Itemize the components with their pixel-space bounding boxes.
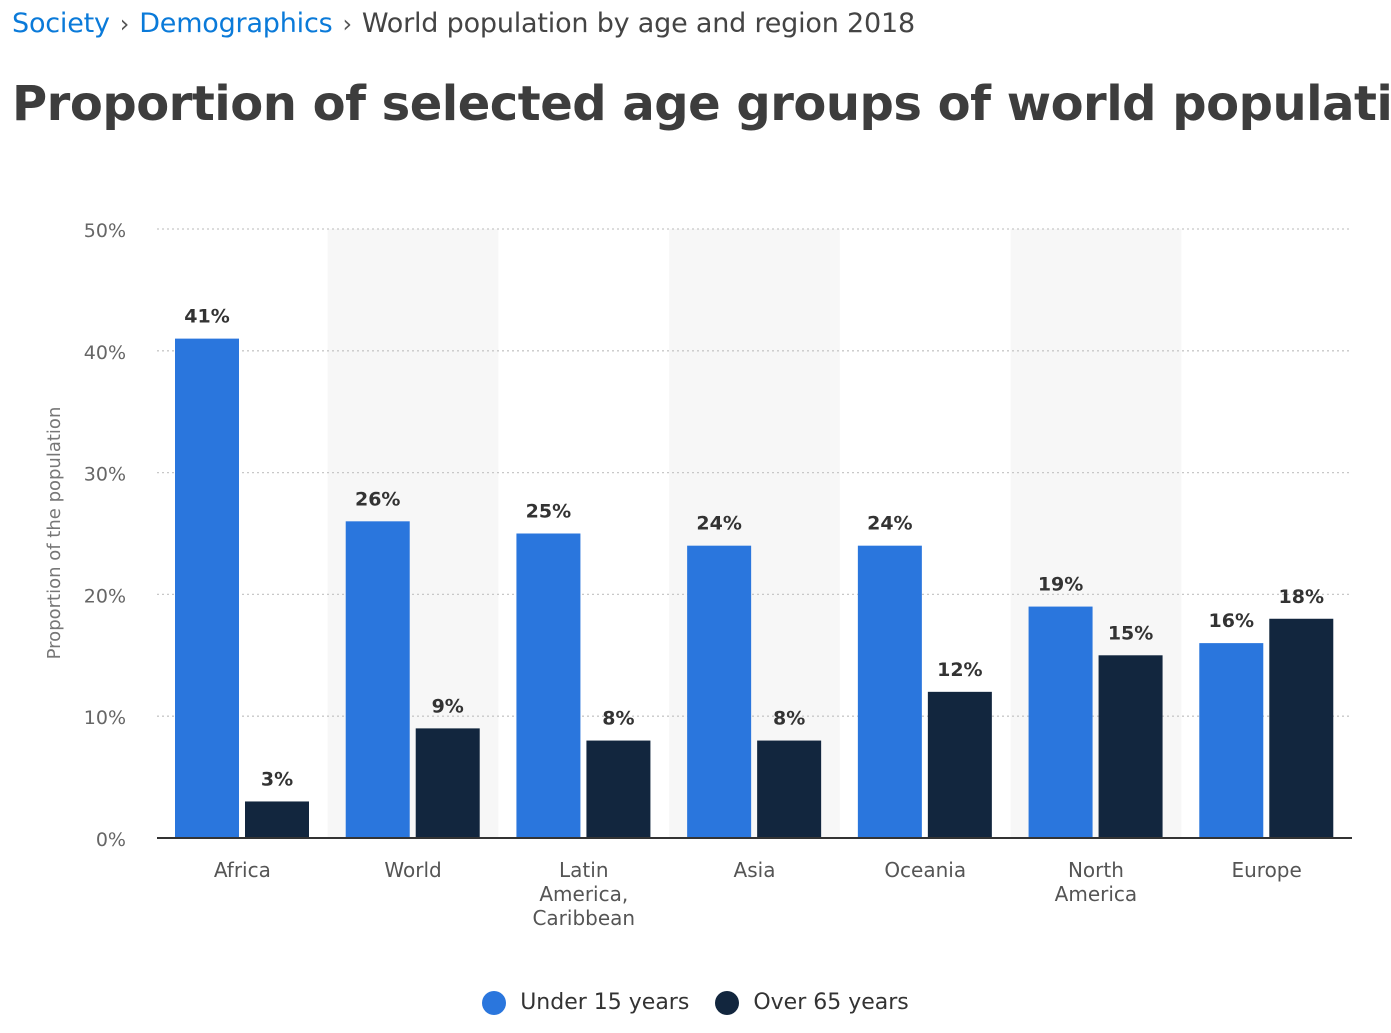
bar-under-15[interactable] (687, 545, 752, 838)
data-label-over-65: 12% (937, 659, 982, 681)
breadcrumb-separator-icon: › (119, 10, 130, 38)
x-category-label: America, (539, 882, 628, 906)
bar-under-15[interactable] (345, 521, 410, 838)
chart-legend: Under 15 years Over 65 years (0, 990, 1391, 1015)
x-category-label: Latin (559, 858, 608, 882)
bar-over-65[interactable] (586, 740, 651, 838)
bar-over-65[interactable] (757, 740, 822, 838)
legend-item-under-15[interactable]: Under 15 years (482, 990, 689, 1015)
legend-swatch-over-65 (715, 990, 740, 1015)
x-category-label: Africa (214, 858, 271, 882)
breadcrumb-society-link[interactable]: Society (12, 8, 110, 39)
x-category-label: America (1055, 882, 1138, 906)
y-tick-label: 0% (96, 829, 126, 851)
x-category-label: North (1068, 858, 1124, 882)
y-tick-label: 50% (84, 220, 126, 242)
breadcrumb-separator-icon: › (342, 10, 352, 38)
bar-over-65[interactable] (245, 801, 309, 838)
data-label-over-65: 9% (432, 695, 464, 717)
bar-under-15[interactable] (175, 338, 239, 838)
bar-chart: 0% 10% 20% 30% 40% 50% Proportion of the popul… (44, 220, 1352, 930)
y-tick-label: 30% (84, 464, 126, 486)
y-tick-label: 40% (84, 342, 126, 364)
x-category-label: Caribbean (532, 906, 635, 930)
bar-under-15[interactable] (1199, 643, 1264, 838)
data-label-over-65: 8% (602, 708, 634, 730)
bar-under-15[interactable] (857, 545, 922, 838)
x-category-label: Europe (1231, 858, 1301, 882)
data-label-under-15: 26% (355, 488, 400, 510)
breadcrumb: Society › Demographics › World population by… (12, 8, 915, 39)
legend-item-over-65[interactable]: Over 65 years (715, 990, 909, 1015)
data-label-under-15: 41% (184, 306, 229, 328)
bar-under-15[interactable] (1028, 606, 1093, 838)
data-label-under-15: 24% (696, 513, 741, 535)
x-category-label: Oceania (884, 858, 966, 882)
x-category-label: World (384, 858, 441, 882)
bar-under-15[interactable] (516, 533, 581, 839)
breadcrumb-demographics-link[interactable]: Demographics (139, 8, 333, 39)
y-axis-title: Proportion of the population (44, 407, 65, 660)
data-label-under-15: 24% (867, 513, 912, 535)
page-title: Proportion of selected age groups of wor… (12, 76, 1391, 132)
x-category-label: Asia (734, 858, 776, 882)
data-label-over-65: 3% (261, 768, 293, 790)
legend-label-over-65: Over 65 years (753, 990, 909, 1015)
data-label-under-15: 25% (526, 501, 571, 523)
y-tick-label: 20% (84, 585, 126, 607)
data-label-over-65: 18% (1279, 586, 1324, 608)
legend-swatch-under-15 (482, 990, 507, 1015)
data-label-under-15: 19% (1038, 574, 1083, 596)
bar-over-65[interactable] (1269, 618, 1334, 838)
y-tick-label: 10% (84, 707, 126, 729)
legend-label-under-15: Under 15 years (520, 990, 690, 1015)
data-label-over-65: 15% (1108, 622, 1153, 644)
data-label-over-65: 8% (773, 708, 805, 730)
data-label-under-15: 16% (1209, 610, 1254, 632)
bar-over-65[interactable] (1098, 655, 1163, 838)
bar-over-65[interactable] (415, 728, 480, 838)
bar-over-65[interactable] (927, 691, 992, 838)
breadcrumb-current: World population by age and region 2018 (361, 8, 915, 39)
